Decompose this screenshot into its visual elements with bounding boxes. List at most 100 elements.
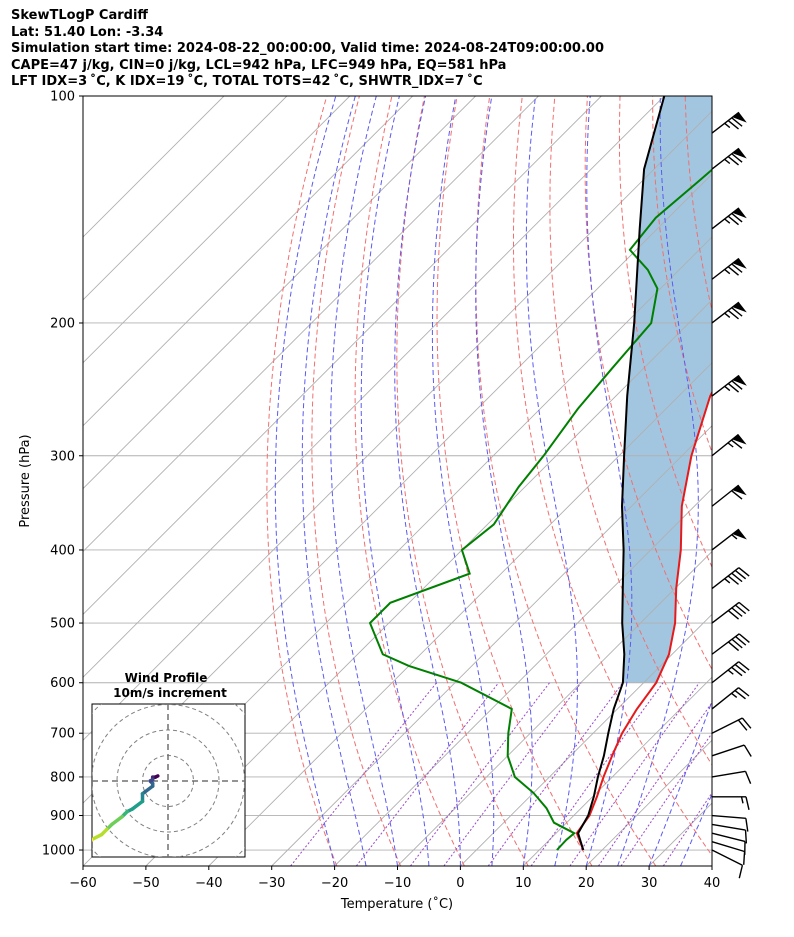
isotherm	[83, 96, 476, 490]
mixing-ratio-line	[597, 701, 712, 866]
barb-flag	[727, 610, 740, 620]
dry-adiabat	[396, 96, 529, 866]
barb-flag	[744, 830, 748, 844]
barb-flag	[731, 117, 743, 127]
barb-pennant	[732, 148, 747, 159]
barb-staff	[711, 111, 740, 134]
y-tick-label: 200	[50, 316, 75, 331]
barb-staff	[711, 301, 740, 324]
x-tick-label: −50	[132, 876, 159, 891]
barb-flag	[731, 263, 743, 273]
isotherm	[522, 676, 712, 866]
moist-adiabat	[680, 792, 712, 866]
y-tick-label: 100	[50, 90, 75, 105]
barb-flag	[731, 439, 743, 449]
moist-adiabat	[585, 96, 633, 866]
isotherm	[83, 96, 351, 364]
parcel-line	[577, 96, 666, 851]
wind-barb	[711, 374, 747, 397]
indices-line: LFT IDX=3 ˚C, K IDX=19 ˚C, TOTAL TOTS=42…	[11, 74, 483, 89]
dry-adiabat	[513, 96, 712, 857]
barb-flag	[727, 155, 739, 166]
barb-flag	[738, 687, 750, 697]
barb-staff	[711, 484, 740, 507]
barb-flag	[727, 120, 739, 130]
barb-staff	[711, 633, 740, 655]
temperature-line	[575, 390, 712, 851]
barb-pennant	[732, 529, 747, 540]
moist-adiabat	[274, 96, 337, 866]
chart-header: SkewTLogP Cardiff Lat: 51.40 Lon: -3.34 …	[11, 8, 604, 91]
x-tick-label: −60	[69, 876, 96, 891]
y-tick-label: 700	[50, 727, 75, 742]
x-tick-label: −10	[384, 876, 411, 891]
barb-flag	[731, 666, 743, 677]
wind-barb	[711, 687, 750, 710]
plot-lines	[83, 96, 794, 866]
isotherm	[83, 96, 602, 616]
y-tick-label: 800	[50, 770, 75, 785]
moist-adiabat	[431, 96, 495, 866]
barb-pennant	[732, 485, 747, 496]
barb-staff	[711, 717, 743, 734]
barb-half-flag	[740, 796, 744, 804]
x-tick-label: −30	[258, 876, 285, 891]
y-tick-label: 600	[50, 676, 75, 691]
mixing-ratio-line	[530, 682, 664, 866]
barb-staff	[711, 147, 740, 170]
barb-flag	[745, 818, 749, 832]
moist-adiabat	[360, 96, 430, 866]
barb-flag	[731, 212, 743, 223]
barb-staff	[711, 528, 740, 551]
dry-adiabat	[311, 96, 402, 866]
hodograph-segment	[110, 814, 124, 827]
barb-staff	[711, 687, 739, 710]
barb-flag	[731, 607, 743, 617]
x-axis-label: Temperature (˚C)	[340, 896, 453, 912]
wind-barb	[711, 814, 749, 832]
barb-flag	[738, 865, 744, 879]
chart-title: SkewTLogP Cardiff	[11, 8, 148, 23]
barb-half-flag	[724, 218, 731, 224]
barb-staff	[711, 601, 740, 624]
barb-half-flag	[724, 312, 731, 318]
barb-flag	[734, 604, 747, 615]
wind-barb	[712, 796, 750, 810]
barb-flag	[731, 638, 743, 649]
dry-adiabat	[750, 96, 794, 866]
barb-pennant	[732, 375, 747, 386]
barb-pennant	[732, 258, 747, 269]
barb-half-flag	[727, 442, 734, 448]
wind-barb	[711, 849, 744, 879]
mixing-ratio-line	[487, 682, 624, 866]
wind-barb	[711, 661, 750, 684]
hodograph-content	[92, 704, 245, 857]
dry-adiabat	[584, 96, 712, 671]
barb-flag	[738, 633, 750, 643]
wind-barb	[711, 433, 747, 457]
mixing-ratio-line	[662, 791, 712, 866]
barb-flag	[727, 309, 739, 320]
barb-staff	[711, 832, 746, 843]
barb-flag	[741, 717, 752, 729]
barb-flag	[735, 636, 747, 646]
isotherm	[334, 487, 712, 866]
isotherm	[83, 96, 539, 553]
wind-barb	[711, 147, 747, 170]
wind-barb	[711, 841, 746, 865]
dry-adiabat	[549, 96, 712, 766]
barb-flag	[727, 641, 740, 652]
barb-staff	[711, 661, 740, 684]
wind-barb	[711, 257, 747, 280]
moist-adiabat	[301, 96, 367, 866]
wind-barbs	[711, 111, 752, 879]
barb-flag	[738, 601, 750, 612]
barb-half-flag	[724, 158, 731, 165]
isotherm	[711, 865, 712, 866]
hodograph-segment	[92, 832, 104, 842]
y-tick-label: 400	[50, 543, 75, 558]
y-tick-label: 300	[50, 449, 75, 464]
wind-barb	[711, 744, 752, 757]
x-tick-label: 0	[456, 876, 464, 891]
barb-half-flag	[724, 385, 731, 392]
